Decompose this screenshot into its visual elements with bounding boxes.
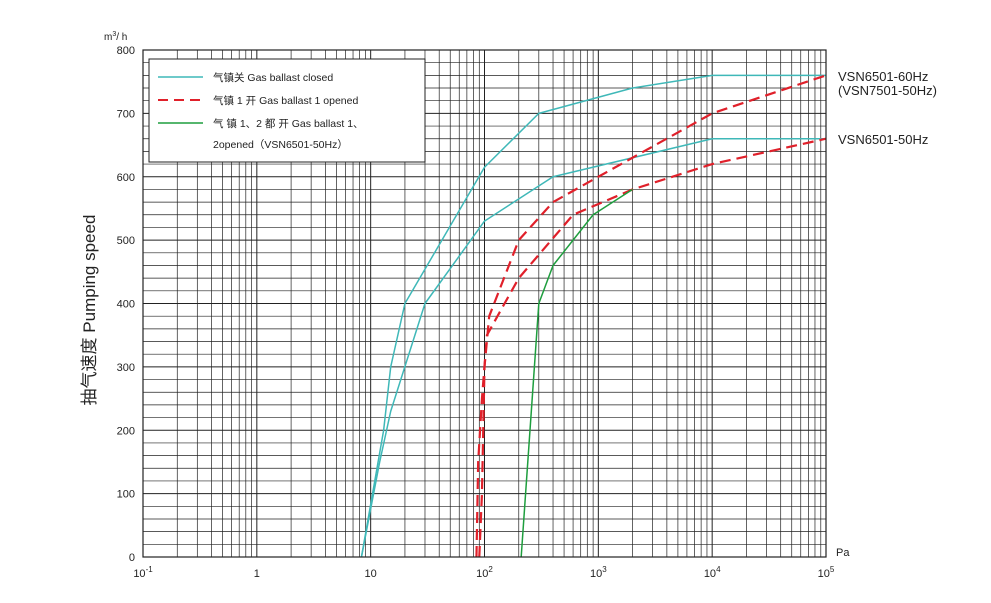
y-tick-label: 800 (117, 45, 135, 57)
x-tick-label: 103 (590, 565, 607, 580)
curve-label-50hz: VSN6501-50Hz (838, 132, 928, 147)
x-tick-exponent: 4 (716, 565, 721, 574)
y-unit-sup: 3 (112, 31, 116, 38)
series-line-1 (360, 137, 826, 558)
x-tick-label: 10 (365, 568, 377, 580)
x-tick-label: 105 (818, 565, 835, 580)
plot-frame (142, 49, 827, 558)
x-axis-label: Pa (836, 547, 850, 559)
x-tick-exponent: 5 (830, 565, 835, 574)
x-tick-exponent: 2 (488, 565, 493, 574)
legend-entry-ballast-1-2-cont: 2opened（VSN6501-50Hz） (213, 139, 348, 151)
x-tick-label: 102 (476, 565, 493, 580)
curve-label-60hz-alt: (VSN7501-50Hz) (838, 83, 937, 98)
y-tick-label: 500 (117, 235, 135, 247)
x-tick-exponent: 3 (602, 565, 607, 574)
legend-entry-ballast-1: 气镇 1 开 Gas ballast 1 opened (213, 94, 358, 107)
legend-background (148, 58, 426, 163)
y-unit-base: m (104, 32, 112, 43)
x-tick-label: 10-1 (133, 565, 153, 580)
x-tick-base: 10 (476, 568, 488, 580)
y-axis-unit: m3/ h (104, 31, 127, 43)
series-layer (360, 74, 827, 558)
series-line-2 (478, 74, 827, 558)
x-tick-label: 104 (704, 565, 721, 580)
legend: 气镇关 Gas ballast closed 气镇 1 开 Gas ballas… (148, 58, 426, 163)
series-line-0 (360, 74, 826, 558)
y-tick-label: 400 (117, 299, 135, 311)
y-tick-label: 200 (117, 425, 135, 437)
curve-label-60hz: VSN6501-60Hz (838, 69, 928, 84)
series-line-4 (520, 188, 634, 558)
legend-entry-closed: 气镇关 Gas ballast closed (213, 71, 333, 84)
x-tick-label: 1 (254, 568, 260, 580)
y-tick-label: 600 (117, 172, 135, 184)
y-unit-rest: / h (116, 32, 127, 43)
x-tick-exponent: -1 (146, 565, 154, 574)
x-tick-base: 10 (133, 568, 145, 580)
x-axis-ticks: 10-1 1 10 102 103 104 105 (133, 565, 835, 580)
x-tick-base: 10 (818, 568, 830, 580)
x-tick-base: 1 (254, 568, 260, 580)
series-line-3 (475, 137, 827, 558)
y-tick-label: 0 (129, 552, 135, 564)
y-tick-label: 700 (117, 108, 135, 120)
x-tick-base: 10 (590, 568, 602, 580)
x-tick-base: 10 (365, 568, 377, 580)
x-tick-base: 10 (704, 568, 716, 580)
y-axis-label: 抽气速度 Pumping speed (80, 215, 99, 406)
y-tick-label: 300 (117, 362, 135, 374)
legend-entry-ballast-1-2: 气 镇 1、2 都 开 Gas ballast 1、 (213, 117, 364, 130)
y-tick-label: 100 (117, 489, 135, 501)
y-axis-ticks: 0 100 200 300 400 500 600 700 800 (117, 45, 135, 564)
